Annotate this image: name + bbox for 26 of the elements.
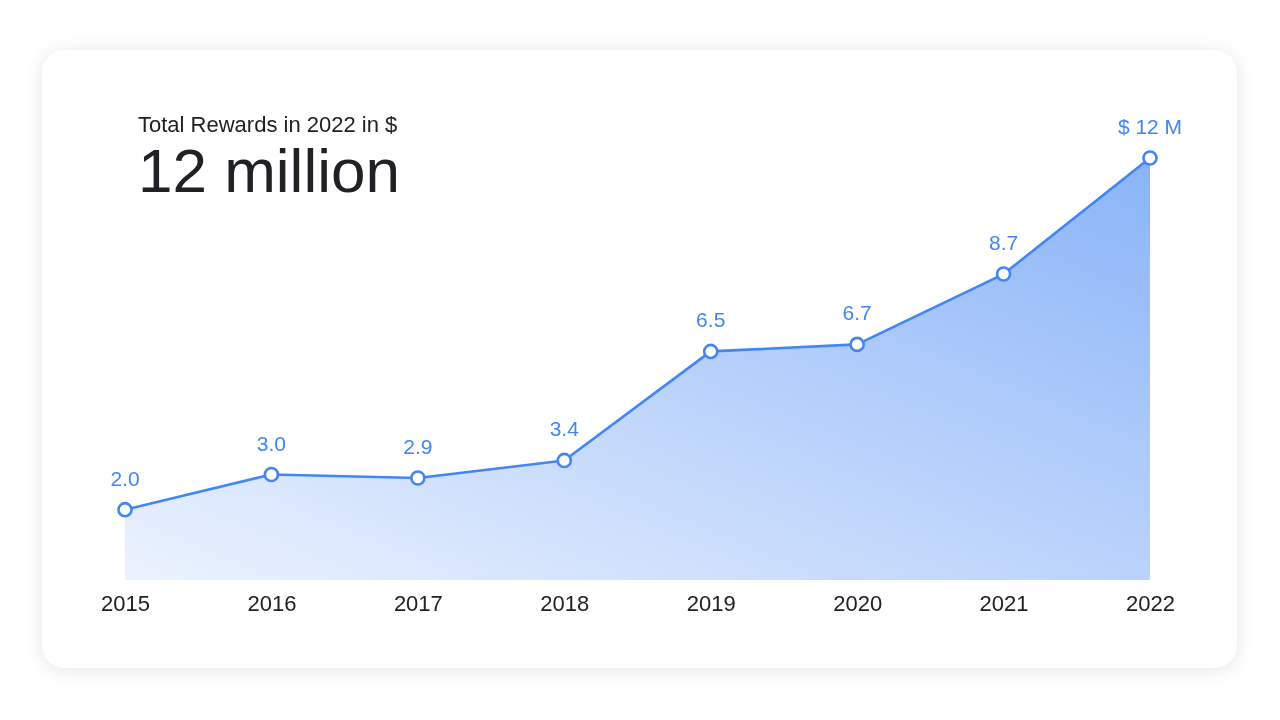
data-label: 6.7 bbox=[842, 301, 872, 325]
point bbox=[1142, 150, 1158, 166]
data-label: 8.7 bbox=[988, 231, 1019, 255]
x-tick-label: 2022 bbox=[1126, 590, 1175, 616]
x-tick-label: 2015 bbox=[101, 590, 150, 616]
data-label: $ 12 M bbox=[1117, 115, 1183, 138]
x-tick-label: 2019 bbox=[686, 590, 736, 616]
data-label: 2.0 bbox=[110, 466, 140, 490]
point bbox=[410, 470, 426, 486]
x-tick-label: 2018 bbox=[540, 590, 590, 616]
data-label: 3.0 bbox=[256, 431, 287, 455]
x-tick-label: 2017 bbox=[393, 590, 443, 616]
chart-subtitle: 12 million bbox=[138, 136, 400, 205]
point bbox=[849, 336, 865, 353]
chart-title: Total Rewards in 2022 in $ bbox=[138, 112, 398, 137]
point bbox=[117, 501, 133, 518]
point bbox=[556, 452, 573, 469]
point bbox=[995, 266, 1012, 282]
data-label: 6.5 bbox=[696, 308, 726, 332]
x-tick-label: 2016 bbox=[247, 590, 297, 616]
data-label: 3.4 bbox=[549, 417, 580, 441]
point bbox=[263, 466, 280, 483]
x-tick-label: 2021 bbox=[979, 590, 1029, 616]
point bbox=[702, 343, 719, 360]
x-tick-label: 2020 bbox=[833, 590, 883, 616]
data-label: 2.9 bbox=[403, 435, 433, 459]
